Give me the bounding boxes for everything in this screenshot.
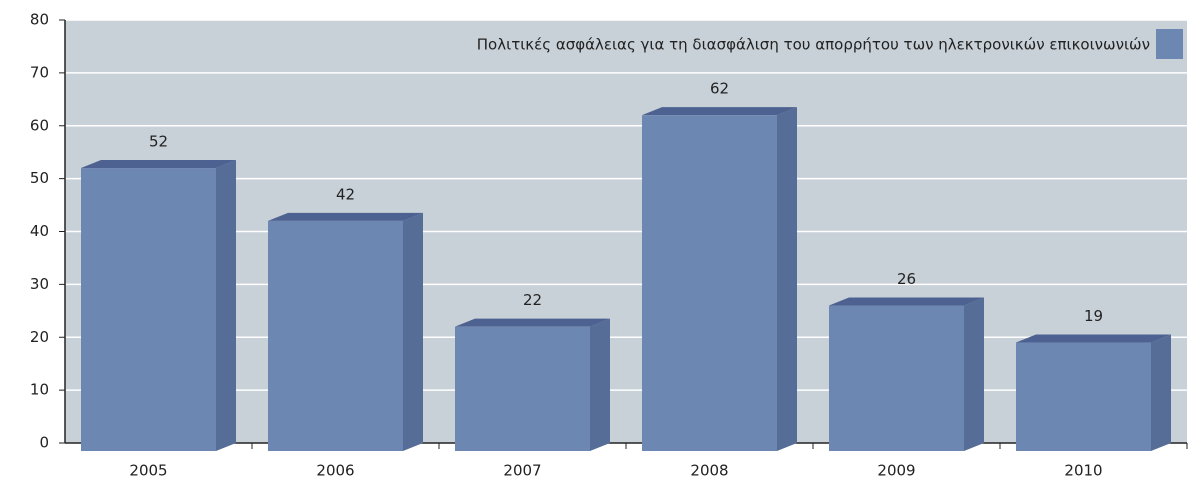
x-tick-label: 2008 [690, 462, 728, 480]
legend-swatch [1156, 29, 1183, 59]
y-tick-label: 20 [30, 328, 49, 346]
bar-top [829, 297, 984, 306]
y-tick-label: 30 [30, 275, 49, 293]
legend-label: Πολιτικές ασφάλειας για τη διασφάλιση το… [477, 36, 1150, 54]
y-tick-label: 10 [30, 381, 49, 399]
x-tick-label: 2009 [877, 462, 915, 480]
bar-top [642, 107, 797, 116]
data-label: 22 [523, 291, 542, 309]
data-label: 26 [897, 270, 916, 288]
x-tick-label: 2006 [316, 462, 354, 480]
y-tick-label: 60 [30, 116, 49, 134]
y-tick-label: 40 [30, 222, 49, 240]
y-tick-label: 80 [30, 11, 49, 29]
data-label: 62 [710, 80, 729, 98]
bar-side [964, 297, 984, 451]
data-label: 52 [149, 133, 168, 151]
bar-side [777, 107, 797, 452]
data-label: 42 [336, 185, 355, 203]
data-label: 19 [1084, 307, 1103, 325]
bar-top [1016, 334, 1171, 343]
x-tick-label: 2010 [1064, 462, 1102, 480]
y-tick-label: 50 [30, 169, 49, 187]
y-tick-label: 0 [39, 434, 49, 452]
bar [455, 326, 590, 451]
bar-top [81, 160, 236, 169]
bar [1016, 342, 1151, 451]
bar [81, 168, 216, 452]
bar-side [590, 318, 610, 451]
bar [642, 115, 777, 452]
bar-side [403, 212, 423, 451]
x-tick-label: 2007 [503, 462, 541, 480]
y-tick-label: 70 [30, 63, 49, 81]
bar [829, 305, 964, 451]
bar-side [1151, 334, 1171, 451]
x-tick-label: 2005 [129, 462, 167, 480]
bar-top [455, 318, 610, 327]
bar-side [216, 160, 236, 452]
bar-top [268, 212, 423, 221]
bar [268, 220, 403, 451]
